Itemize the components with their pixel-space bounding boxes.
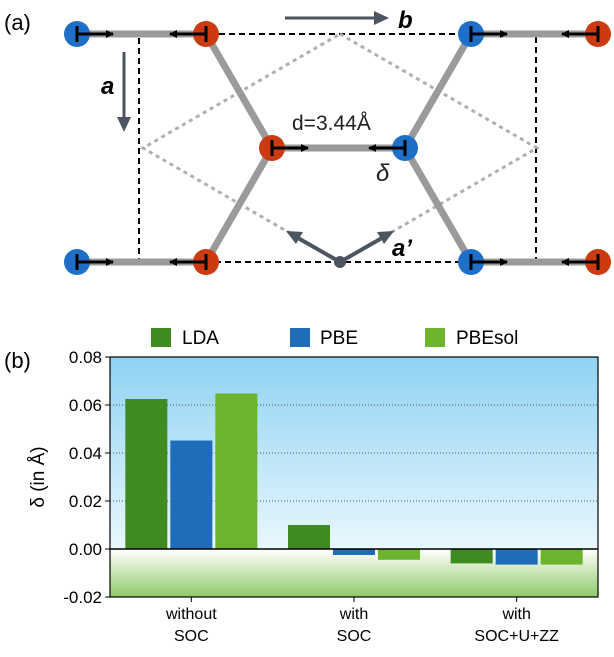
bar-lda — [125, 399, 168, 549]
vector-a-prime-arrowhead-left — [286, 231, 303, 244]
bond — [401, 144, 475, 266]
y-axis: -0.02 0.00 0.02 0.04 0.06 0.08 — [63, 348, 110, 607]
y-tick-label: 0.08 — [69, 348, 102, 367]
legend: LDA PBE PBEsol — [151, 328, 518, 349]
origin-point — [334, 256, 346, 268]
bond — [202, 30, 276, 152]
bar-pbesol — [540, 549, 583, 565]
legend-swatch-pbesol — [425, 328, 445, 347]
y-axis-title: δ (in Å) — [28, 446, 49, 507]
y-tick-label: 0.00 — [69, 540, 102, 559]
vector-a-prime-label: a’ — [392, 235, 412, 262]
vector-a-prime-arrowhead-right — [377, 231, 394, 244]
vector-a-prime: a’ — [286, 231, 412, 268]
bar-pbe — [170, 440, 213, 549]
y-tick-label: 0.04 — [69, 444, 102, 463]
delta-label: δ — [376, 160, 390, 187]
bar-pbe — [495, 549, 538, 565]
panel-a-label: (a) — [4, 10, 31, 35]
bond — [401, 30, 475, 152]
y-tick-label: -0.02 — [63, 588, 102, 607]
bonds — [73, 30, 602, 266]
vector-a-prime-arrow-left — [297, 236, 341, 264]
legend-label-pbesol: PBEsol — [456, 328, 518, 349]
bar-pbesol — [378, 549, 420, 560]
chart-bars — [125, 393, 583, 565]
vector-a-arrowhead — [117, 117, 131, 132]
displacement-arrows — [75, 26, 600, 270]
x-tick-label: without SOC — [165, 606, 217, 645]
panel-b: (b) LDA PBE PBEsol -0.02 0.00 0.02 0.04 0.06… — [4, 328, 599, 645]
y-tick-label: 0.06 — [69, 396, 102, 415]
vector-a: a — [101, 52, 131, 132]
x-tick-label: with SOC — [337, 606, 372, 645]
vector-a-prime-arrow-right — [339, 236, 383, 264]
legend-swatch-pbe — [290, 328, 310, 347]
y-tick-label: 0.02 — [69, 492, 102, 511]
bond — [202, 144, 276, 266]
legend-label-pbe: PBE — [320, 328, 358, 349]
vector-b: b — [285, 7, 413, 34]
bond-length-label: d=3.44Å — [292, 112, 371, 135]
bar-pbesol — [215, 393, 258, 549]
vector-b-label: b — [398, 7, 413, 34]
bar-lda — [450, 549, 493, 564]
x-axis: without SOC with SOC with SOC+U+ZZ — [165, 597, 559, 645]
legend-swatch-lda — [151, 328, 171, 347]
legend-label-lda: LDA — [182, 328, 219, 349]
panel-b-label: (b) — [4, 348, 31, 373]
bar-lda — [288, 525, 330, 549]
vector-a-label: a — [101, 73, 114, 100]
vector-b-arrowhead — [374, 11, 389, 25]
x-tick-label: with SOC+U+ZZ — [474, 606, 559, 645]
panel-a: (a) — [4, 7, 611, 275]
bar-pbe — [333, 549, 375, 555]
